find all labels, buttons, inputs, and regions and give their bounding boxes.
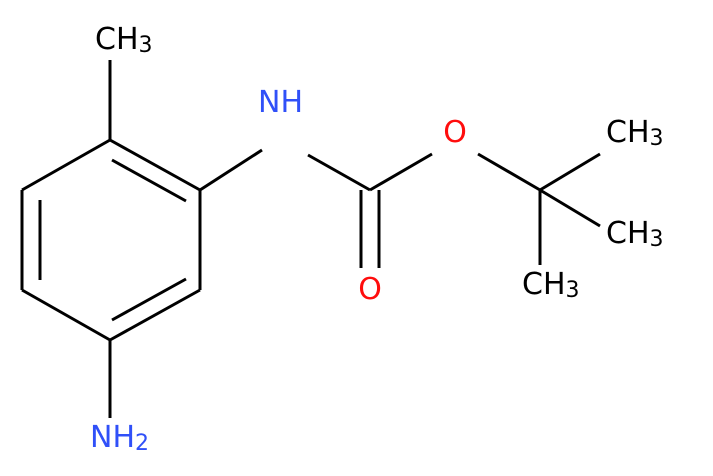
bond	[369, 152, 433, 192]
bond	[111, 158, 187, 203]
bond	[307, 153, 371, 192]
bonds	[20, 60, 601, 418]
atom-label: O	[358, 272, 382, 307]
bond	[539, 152, 601, 192]
bond	[539, 188, 601, 228]
bond	[199, 148, 263, 192]
bond	[111, 277, 187, 322]
bond	[21, 288, 111, 342]
bond	[477, 152, 541, 192]
bond	[109, 138, 201, 192]
bond	[21, 138, 111, 192]
atom-label: NH2	[90, 420, 149, 457]
atom-label: CH3	[522, 267, 580, 304]
atom-label: O	[443, 115, 467, 150]
bond	[109, 288, 201, 342]
atom-label: CH3	[606, 216, 664, 253]
atom-label: NH	[258, 85, 303, 120]
atom-label: CH3	[95, 22, 153, 59]
atom-label: CH3	[606, 115, 664, 152]
